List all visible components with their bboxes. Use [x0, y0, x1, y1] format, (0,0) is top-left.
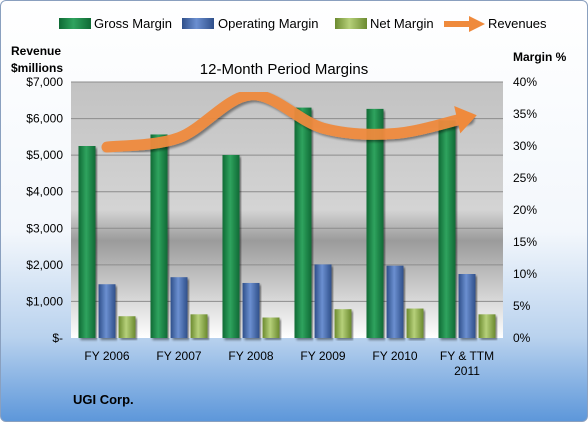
right-tick: 35%: [513, 107, 537, 121]
bar-gross-margin-fy-2010: [366, 108, 384, 338]
left-tick: $5,000: [26, 148, 63, 162]
legend-arrow-revenues: [469, 16, 485, 32]
left-axis-label-line2: $millions: [11, 61, 63, 75]
left-tick: $1,000: [26, 294, 63, 308]
right-tick: 20%: [513, 203, 537, 217]
gridlines: [71, 81, 503, 302]
bar-operating-margin-fy-2006: [98, 284, 116, 338]
left-axis-label-line1: Revenue: [11, 44, 61, 58]
bar-net-margin-fy-2006: [118, 316, 136, 338]
x-tick-fy-2009: FY 2009: [300, 349, 345, 363]
bar-gross-margin-fy-2007: [150, 134, 168, 338]
x-axis-ticks: FY 2006 FY 2007 FY 2008 FY 2009 FY 2010 FY & …: [84, 349, 494, 378]
right-axis-ticks: 0% 5% 10% 15% 20% 25% 30% 35% 40%: [513, 75, 537, 345]
right-tick: 40%: [513, 75, 537, 89]
bar-net-margin-fy-2009: [334, 309, 352, 338]
x-tick-fy-ttm-2011: FY & TTM 2011: [440, 349, 494, 378]
bar-net-margin-fy-ttm-2011: [478, 314, 496, 338]
bar-operating-margin-fy-ttm-2011: [458, 274, 476, 338]
bar-operating-margin-fy-2010: [386, 265, 404, 338]
right-tick: 0%: [513, 331, 531, 345]
bar-gross-margin-fy-ttm-2011: [438, 120, 456, 339]
legend: Gross Margin Operating Margin Net Margin…: [59, 16, 547, 32]
legend-swatch-operating-margin: [182, 18, 214, 29]
legend-label-revenues: Revenues: [488, 16, 547, 31]
left-tick: $-: [52, 331, 63, 345]
bars: [78, 107, 496, 339]
x-tick-fy-2007: FY 2007: [156, 349, 201, 363]
legend-label-net-margin: Net Margin: [370, 16, 434, 31]
right-tick: 25%: [513, 171, 537, 185]
right-axis-label: Margin %: [513, 50, 567, 64]
right-tick: 5%: [513, 299, 531, 313]
bar-operating-margin-fy-2008: [242, 282, 260, 338]
company-name: UGI Corp.: [73, 392, 134, 407]
left-tick: $4,000: [26, 185, 63, 199]
right-tick: 15%: [513, 235, 537, 249]
left-axis-ticks: $- $1,000 $2,000 $3,000 $4,000 $5,000 $6,000 $7…: [26, 75, 63, 345]
bar-gross-margin-fy-2009: [294, 107, 312, 338]
right-tick: 30%: [513, 139, 537, 153]
bar-gross-margin-fy-2006: [78, 146, 96, 338]
legend-label-gross-margin: Gross Margin: [94, 16, 172, 31]
legend-swatch-net-margin: [335, 18, 367, 29]
bar-net-margin-fy-2008: [262, 317, 280, 338]
bar-operating-margin-fy-2007: [170, 277, 188, 338]
left-tick: $2,000: [26, 258, 63, 272]
bar-operating-margin-fy-2009: [314, 264, 332, 338]
right-tick: 10%: [513, 267, 537, 281]
x-tick-fy-2006: FY 2006: [84, 349, 129, 363]
left-tick: $7,000: [26, 75, 63, 89]
x-tick-fy-2008: FY 2008: [228, 349, 273, 363]
legend-label-operating-margin: Operating Margin: [218, 16, 318, 31]
bar-gross-margin-fy-2008: [222, 154, 240, 338]
legend-swatch-gross-margin: [59, 18, 91, 29]
revenue-line: [101, 89, 473, 153]
revenue-series: [101, 89, 477, 153]
bar-net-margin-fy-2007: [190, 314, 208, 338]
revenue-arrowhead: [454, 105, 477, 134]
x-tick-fy-2010: FY 2010: [372, 349, 417, 363]
left-tick: $3,000: [26, 221, 63, 235]
bar-net-margin-fy-2010: [406, 308, 424, 338]
chart-title: 12-Month Period Margins: [200, 61, 368, 78]
left-tick: $6,000: [26, 112, 63, 126]
